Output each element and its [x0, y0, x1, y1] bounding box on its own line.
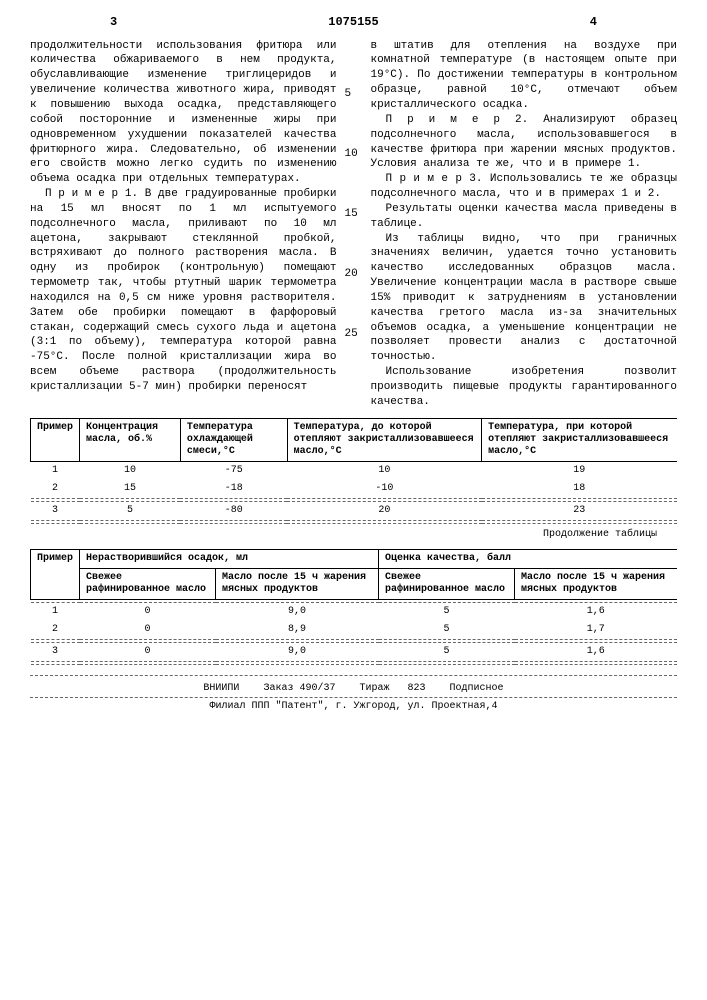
left-para-2: П р и м е р 1. В две градуированные проб… — [30, 187, 337, 395]
left-column: продолжительности использования фритюра … — [30, 39, 337, 410]
right-para-2: П р и м е р 2. Анализируют образец подсо… — [371, 113, 678, 172]
t1-header-4: Температура, до которой отепляют закрист… — [287, 418, 482, 461]
footer-line-2: Филиал ППП "Патент", г. Ужгород, ул. Про… — [30, 700, 677, 713]
marker-15: 15 — [345, 207, 358, 221]
right-para-3: П р и м е р 3. Использовались те же обра… — [371, 172, 678, 202]
t2-sub-3: Свежее рафинированное масло — [379, 568, 515, 599]
table-row: 1 10 -75 10 19 — [31, 461, 678, 480]
dash-separator — [31, 661, 678, 664]
dash-separator — [31, 520, 678, 523]
text-columns: продолжительности использования фритюра … — [30, 39, 677, 410]
table-row: 3 5 -80 20 23 — [31, 501, 678, 520]
right-para-1: в штатив для отепления на воздухе при ко… — [371, 39, 678, 113]
footer-tirazh-val: 823 — [408, 683, 426, 694]
marker-20: 20 — [345, 267, 358, 281]
footer-line-1: ВНИИПИ Заказ 490/37 Тираж 823 Подписное — [30, 682, 677, 695]
t2-sub-1: Свежее рафинированное масло — [80, 568, 216, 599]
t1-header-3: Температура охлаждающей смеси,°С — [180, 418, 287, 461]
right-para-5: Из таблицы видно, что при граничных знач… — [371, 232, 678, 366]
right-column: в штатив для отепления на воздухе при ко… — [371, 39, 678, 410]
right-para-6: Использование изобретения позволит произ… — [371, 365, 678, 410]
marker-5: 5 — [345, 87, 352, 101]
t1-header-2: Концентрация масла, об.% — [80, 418, 181, 461]
table-row: 1 0 9,0 5 1,6 — [31, 602, 678, 621]
right-para-4: Результаты оценки качества масла приведе… — [371, 202, 678, 232]
page-number-right: 4 — [590, 15, 597, 31]
t2-header-3: Оценка качества, балл — [379, 549, 678, 568]
t2-sub-4: Масло после 15 ч жарения мясных продукто… — [515, 568, 678, 599]
t2-header-1: Пример — [31, 549, 80, 599]
table-row: 2 0 8,9 5 1,7 — [31, 621, 678, 640]
t2-header-2: Нерастворившийся осадок, мл — [80, 549, 379, 568]
footer-order: Заказ 490/37 — [263, 683, 335, 694]
footer: ВНИИПИ Заказ 490/37 Тираж 823 Подписное … — [30, 675, 677, 713]
t2-sub-2: Масло после 15 ч жарения мясных продукто… — [216, 568, 379, 599]
document-number: 1075155 — [328, 15, 378, 31]
footer-subscription: Подписное — [450, 683, 504, 694]
line-markers-column: 5 10 15 20 25 — [345, 39, 363, 410]
marker-10: 10 — [345, 147, 358, 161]
left-para-1: продолжительности использования фритюра … — [30, 39, 337, 187]
table-continuation-label: Продолжение таблицы — [30, 528, 677, 541]
header: 3 1075155 4 — [30, 15, 677, 31]
page-number-left: 3 — [110, 15, 117, 31]
footer-tirazh-label: Тираж — [359, 683, 389, 694]
t1-header-5: Температура, при которой отепляют закрис… — [482, 418, 677, 461]
results-table-2: Пример Нерастворившийся осадок, мл Оценк… — [30, 549, 677, 665]
results-table-1: Пример Концентрация масла, об.% Температ… — [30, 418, 677, 524]
table-row: 2 15 -18 -10 18 — [31, 480, 678, 499]
table-row: 3 0 9,0 5 1,6 — [31, 642, 678, 661]
marker-25: 25 — [345, 327, 358, 341]
footer-org: ВНИИПИ — [203, 683, 239, 694]
t1-header-1: Пример — [31, 418, 80, 461]
